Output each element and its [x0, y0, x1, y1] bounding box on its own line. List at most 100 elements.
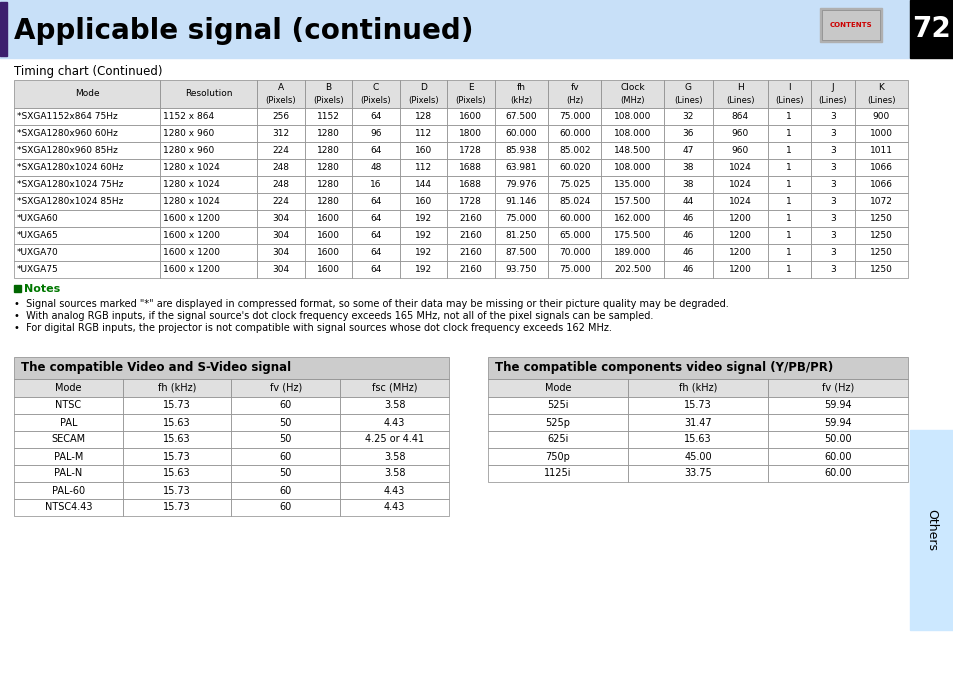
Text: 60: 60: [279, 485, 292, 496]
Bar: [767, 142, 810, 159]
Text: 189.000: 189.000: [613, 248, 651, 257]
Text: 1200: 1200: [728, 248, 751, 257]
Bar: [14, 379, 123, 397]
Bar: [447, 142, 494, 159]
Bar: [14, 357, 449, 379]
Bar: [488, 379, 627, 397]
Text: 70.000: 70.000: [558, 248, 590, 257]
Bar: [854, 159, 907, 176]
Bar: [123, 431, 232, 448]
Text: 1: 1: [785, 146, 791, 155]
Text: 162.000: 162.000: [614, 214, 651, 223]
Bar: [352, 261, 399, 278]
Bar: [14, 482, 123, 499]
Bar: [304, 261, 352, 278]
Bar: [14, 108, 160, 125]
Bar: [713, 210, 767, 227]
Text: 64: 64: [370, 265, 381, 274]
Bar: [160, 227, 257, 244]
Text: Notes: Notes: [24, 283, 60, 293]
Bar: [547, 125, 600, 142]
Bar: [854, 176, 907, 193]
Text: 525p: 525p: [545, 418, 570, 427]
Bar: [123, 499, 232, 516]
Bar: [600, 176, 663, 193]
Text: (Pixels): (Pixels): [360, 95, 391, 105]
Bar: [663, 227, 713, 244]
Text: 4.25 or 4.41: 4.25 or 4.41: [365, 435, 424, 445]
Bar: [767, 244, 810, 261]
Bar: [600, 108, 663, 125]
Text: 3: 3: [829, 248, 835, 257]
Text: (Pixels): (Pixels): [266, 95, 296, 105]
Text: 3: 3: [829, 112, 835, 121]
Bar: [123, 414, 232, 431]
Text: Resolution: Resolution: [185, 89, 233, 99]
Text: fv (Hz): fv (Hz): [821, 383, 853, 393]
Bar: [447, 193, 494, 210]
Bar: [160, 125, 257, 142]
Bar: [810, 176, 854, 193]
Bar: [767, 108, 810, 125]
Bar: [399, 193, 447, 210]
Text: 75.000: 75.000: [558, 112, 590, 121]
Text: 1011: 1011: [869, 146, 892, 155]
Bar: [257, 261, 304, 278]
Text: fsc (MHz): fsc (MHz): [372, 383, 416, 393]
Bar: [494, 244, 547, 261]
Text: 75.000: 75.000: [558, 265, 590, 274]
Bar: [767, 414, 907, 431]
Text: (Lines): (Lines): [725, 95, 754, 105]
Text: G: G: [684, 84, 691, 93]
Text: The compatible components video signal (Y/PB/PR): The compatible components video signal (…: [495, 362, 832, 375]
Bar: [820, 8, 882, 42]
Text: •  Signal sources marked "*" are displayed in compressed format, so some of thei: • Signal sources marked "*" are displaye…: [14, 299, 728, 309]
Text: 1800: 1800: [459, 129, 482, 138]
Text: 192: 192: [415, 214, 432, 223]
Text: J: J: [831, 84, 833, 93]
Text: (Pixels): (Pixels): [313, 95, 343, 105]
Text: 64: 64: [370, 146, 381, 155]
Text: 46: 46: [682, 265, 694, 274]
Bar: [713, 142, 767, 159]
Text: 59.94: 59.94: [823, 400, 851, 410]
Bar: [257, 80, 304, 108]
Text: (Hz): (Hz): [565, 95, 582, 105]
Bar: [14, 448, 123, 465]
Text: *SXGA1280x1024 85Hz: *SXGA1280x1024 85Hz: [17, 197, 123, 206]
Bar: [232, 448, 340, 465]
Bar: [257, 227, 304, 244]
Text: 60.000: 60.000: [558, 129, 590, 138]
Text: 85.002: 85.002: [558, 146, 590, 155]
Text: *UXGA75: *UXGA75: [17, 265, 59, 274]
Text: *SXGA1280x1024 75Hz: *SXGA1280x1024 75Hz: [17, 180, 123, 189]
Text: 4.43: 4.43: [383, 485, 405, 496]
Bar: [810, 261, 854, 278]
Bar: [352, 244, 399, 261]
Bar: [352, 108, 399, 125]
Bar: [767, 80, 810, 108]
Bar: [854, 227, 907, 244]
Bar: [713, 227, 767, 244]
Text: 157.500: 157.500: [613, 197, 651, 206]
Bar: [340, 482, 449, 499]
Text: *UXGA65: *UXGA65: [17, 231, 59, 240]
Text: 960: 960: [731, 129, 748, 138]
Bar: [257, 125, 304, 142]
Bar: [399, 261, 447, 278]
Text: 1066: 1066: [869, 163, 892, 172]
Text: 108.000: 108.000: [613, 129, 651, 138]
Text: 60.020: 60.020: [558, 163, 590, 172]
Text: 202.500: 202.500: [614, 265, 651, 274]
Text: 31.47: 31.47: [683, 418, 711, 427]
Bar: [14, 244, 160, 261]
Bar: [494, 159, 547, 176]
Bar: [399, 227, 447, 244]
Text: (Lines): (Lines): [866, 95, 895, 105]
Bar: [494, 125, 547, 142]
Text: *SXGA1280x960 60Hz: *SXGA1280x960 60Hz: [17, 129, 118, 138]
Bar: [257, 159, 304, 176]
Bar: [494, 108, 547, 125]
Bar: [14, 176, 160, 193]
Bar: [600, 125, 663, 142]
